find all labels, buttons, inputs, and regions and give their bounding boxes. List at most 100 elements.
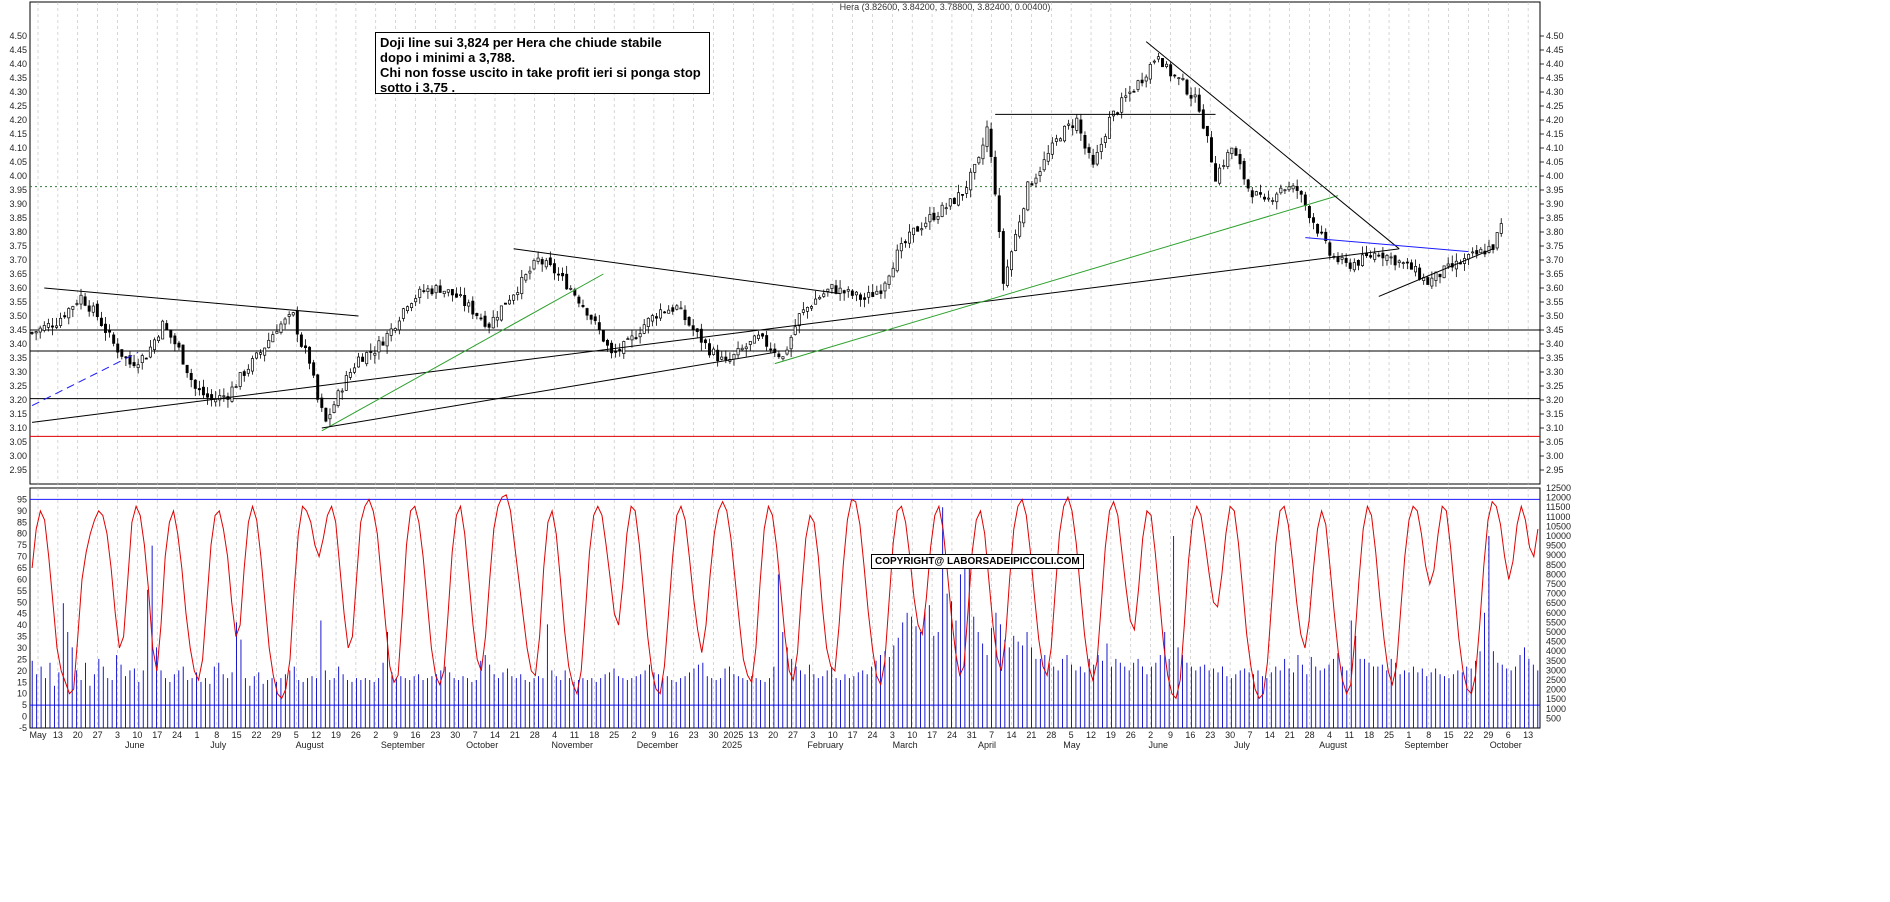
candle-body <box>1050 142 1054 155</box>
price-y-tick-label-left: 3.15 <box>9 409 27 419</box>
candle-body <box>1165 63 1169 67</box>
candle-body <box>581 305 585 307</box>
candle-body <box>1426 277 1430 285</box>
price-y-tick-label-left: 3.60 <box>9 283 27 293</box>
candle-body <box>487 323 491 328</box>
candle-body <box>626 338 630 341</box>
candle-body <box>508 299 511 305</box>
candle-body <box>569 287 573 290</box>
candle-body <box>997 195 1001 232</box>
candle-body <box>548 257 552 266</box>
candle-body <box>246 368 250 374</box>
candle-body <box>781 356 785 360</box>
candle-body <box>459 294 463 297</box>
candle-body <box>1446 263 1450 267</box>
candle-body <box>1487 245 1491 253</box>
x-tick-label: 9 <box>651 730 656 740</box>
candle-body <box>1389 256 1393 259</box>
candle-body <box>793 326 797 335</box>
candle-body <box>761 333 765 337</box>
price-y-tick-label-left: 4.15 <box>9 129 27 139</box>
month-label: October <box>466 740 498 750</box>
x-tick-label: 17 <box>152 730 162 740</box>
x-tick-label: 23 <box>430 730 440 740</box>
candle-body <box>703 339 707 344</box>
candle-body <box>210 394 214 400</box>
candle-body <box>871 292 875 297</box>
chart-title: Hera (3.82600, 3.84200, 3.78800, 3.82400… <box>839 2 1051 12</box>
candle-body <box>1438 273 1442 278</box>
price-y-tick-label: 3.10 <box>1546 423 1564 433</box>
candle-body <box>720 356 724 360</box>
candle-body <box>891 267 895 278</box>
candle-body <box>389 328 393 336</box>
candle-body <box>1222 165 1226 167</box>
candle-body <box>1001 231 1005 284</box>
candle-body <box>565 273 569 290</box>
x-tick-label: 21 <box>510 730 520 740</box>
candle-body <box>128 355 132 365</box>
candle-body <box>230 386 234 402</box>
candle-body <box>1197 94 1201 112</box>
candle-body <box>144 357 148 360</box>
volume-y-tick-label: 5500 <box>1546 617 1566 627</box>
candle-body <box>1230 147 1234 154</box>
price-y-tick-label-left: 3.75 <box>9 241 27 251</box>
candle-body <box>1491 244 1495 250</box>
x-tick-label: 18 <box>589 730 599 740</box>
candle-body <box>618 349 622 352</box>
oscillator-y-tick-label: 25 <box>17 654 27 664</box>
month-label: September <box>381 740 425 750</box>
x-tick-label: 20 <box>73 730 83 740</box>
x-tick-label: 8 <box>214 730 219 740</box>
x-tick-label: 3 <box>115 730 120 740</box>
volume-y-tick-label: 6500 <box>1546 598 1566 608</box>
candle-body <box>528 270 532 274</box>
x-tick-label: 14 <box>1265 730 1275 740</box>
candle-body <box>467 302 471 307</box>
price-y-tick-label-left: 3.40 <box>9 339 27 349</box>
x-tick-label: 31 <box>967 730 977 740</box>
price-y-tick-label: 3.25 <box>1546 381 1564 391</box>
x-tick-label: 17 <box>927 730 937 740</box>
x-tick-label: 30 <box>450 730 460 740</box>
candle-body <box>124 356 128 359</box>
volume-y-tick-label: 12000 <box>1546 493 1571 503</box>
candle-body <box>908 231 911 244</box>
price-y-tick-label-left: 3.05 <box>9 437 27 447</box>
x-tick-label: 2 <box>373 730 378 740</box>
candle-body <box>1312 217 1315 223</box>
x-tick-label: 25 <box>1384 730 1394 740</box>
x-tick-label: 24 <box>947 730 957 740</box>
x-tick-label: 4 <box>552 730 557 740</box>
oscillator-y-tick-label: 0 <box>22 712 27 722</box>
price-y-tick-label-left: 4.20 <box>9 115 27 125</box>
x-tick-label: 10 <box>828 730 838 740</box>
volume-y-tick-label: 5000 <box>1546 627 1566 637</box>
candle-body <box>1348 262 1352 269</box>
candle-body <box>295 311 299 335</box>
oscillator-panel-border <box>29 487 1541 729</box>
candle-body <box>532 260 536 270</box>
x-tick-label: 17 <box>848 730 858 740</box>
candle-body <box>920 228 924 231</box>
price-y-tick-label: 3.70 <box>1546 255 1564 265</box>
candle-body <box>38 327 42 333</box>
candle-body <box>479 317 483 320</box>
price-y-tick-label: 3.90 <box>1546 199 1564 209</box>
candle-body <box>601 329 605 342</box>
candle-body <box>659 309 662 319</box>
candle-body <box>1287 186 1291 191</box>
x-tick-label: 30 <box>1225 730 1235 740</box>
candle-body <box>1022 208 1026 224</box>
candle-body <box>859 294 862 300</box>
candle-body <box>1479 248 1483 254</box>
candle-body <box>540 259 544 265</box>
price-y-tick-label-left: 3.25 <box>9 381 27 391</box>
candle-body <box>712 348 716 355</box>
price-y-tick-label-left: 4.30 <box>9 87 27 97</box>
candle-body <box>71 306 75 310</box>
candle-body <box>1046 152 1050 162</box>
candle-body <box>222 395 226 398</box>
candle-body <box>638 333 642 338</box>
